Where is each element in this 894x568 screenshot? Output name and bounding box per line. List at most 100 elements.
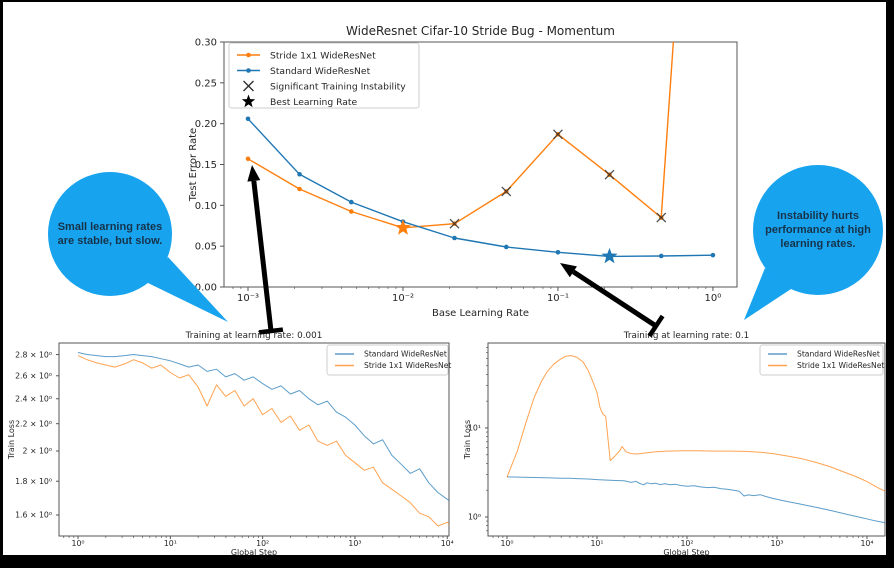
top-ytick-label: 0.00: [195, 283, 217, 294]
legend-label: Standard WideResNet: [797, 350, 880, 359]
bl-xtick-label: 10¹: [164, 539, 177, 548]
callout-right-line-2: performance at high: [765, 223, 871, 236]
top-series: [245, 42, 716, 264]
bl-line-stride: [77, 355, 449, 527]
data-point-dot: [452, 235, 457, 241]
best-lr-star: [394, 219, 412, 235]
callout-right-line-3: learning rates.: [780, 238, 856, 251]
br-ylabel: Train Loss: [463, 420, 472, 460]
top-title: WideResnet Cifar-10 Stride Bug - Momentu…: [346, 24, 615, 38]
legend-label: Stride 1x1 WideResNet: [364, 361, 451, 370]
bl-chart: 10⁰ 10¹ 10² 10³ 10⁴ 2.8 × 10⁰ 2.6 × 10⁰ 2.4 × 1…: [7, 331, 454, 557]
top-chart: 10⁻³ 10⁻² 10⁻¹ 10⁰ 0.00 0.05 0.10 0.15 0.20 0.25 0…: [188, 24, 738, 319]
bl-ytick-label: 2.4 × 10⁰: [15, 394, 52, 403]
data-point-dot: [503, 244, 509, 250]
data-point-dot: [297, 186, 302, 192]
top-ytick-label: 0.20: [195, 119, 217, 130]
bl-legend-box: [326, 344, 449, 376]
bl-ytick-label: 2 × 10⁰: [23, 447, 53, 456]
annotation-arrow-2: [560, 263, 665, 338]
bl-ytick-label: 2.8 × 10⁰: [15, 350, 52, 359]
top-xtick-label: 10⁰: [705, 293, 722, 304]
top-ticks: 10⁻³ 10⁻² 10⁻¹ 10⁰ 0.00 0.05 0.10 0.15 0.20 0.25 0…: [195, 38, 722, 305]
legend-label: Stride 1x1 WideResNet: [797, 361, 884, 370]
top-line-stride: [247, 42, 675, 229]
bl-xtick-label: 10²: [256, 539, 269, 548]
bl-xtick-label: 10³: [348, 539, 361, 548]
top-legend-box: [228, 42, 420, 109]
data-point-dot: [348, 199, 354, 205]
instability-x-marker: [552, 129, 563, 140]
top-xtick-label: 10⁻²: [392, 293, 414, 304]
br-xlabel: Global Step: [663, 548, 709, 557]
top-ylabel: Test Error Rate: [188, 128, 199, 202]
data-point-dot: [710, 252, 716, 258]
legend-label: Standard WideResNet: [364, 350, 447, 359]
legend-dot-sample: [246, 68, 251, 73]
top-legend: Stride 1x1 WideResNet Standard WideResNet…: [228, 42, 420, 109]
bl-ytick-label: 2.2 × 10⁰: [15, 419, 52, 428]
top-line-standard: [247, 118, 713, 258]
top-ytick-label: 0.15: [195, 160, 217, 171]
best-lr-star: [601, 247, 618, 264]
callout-left-line-1: Small learning rates: [57, 220, 163, 233]
top-xtick-label: 10⁻³: [237, 293, 259, 304]
callout-left-line-2: are stable, but slow.: [57, 235, 163, 247]
br-ytick-label: 10⁰: [468, 513, 481, 522]
br-xtick-label: 10⁰: [500, 539, 513, 548]
legend-label: Stride 1x1 WideResNet: [270, 50, 376, 61]
bl-xtick-label: 10⁴: [441, 539, 454, 548]
arrow-head: [560, 263, 577, 278]
bl-ticks: 10⁰ 10¹ 10² 10³ 10⁴ 2.8 × 10⁰ 2.6 × 10⁰ 2.4 × 1…: [15, 350, 454, 548]
bl-ylabel: Train Loss: [7, 420, 16, 460]
legend-x-sample: [243, 80, 254, 92]
top-ytick-label: 0.25: [195, 78, 217, 89]
instability-x-marker: [656, 212, 667, 223]
bl-ytick-label: 1.6 × 10⁰: [15, 511, 52, 520]
callout-left-tail: [148, 257, 228, 322]
br-line-standard: [506, 476, 885, 524]
instability-x-marker: [449, 218, 460, 229]
top-ytick-label: 0.05: [195, 242, 217, 253]
bl-legend: Standard WideResNet Stride 1x1 WideResNet: [326, 344, 451, 376]
bl-ytick-label: 2.6 × 10⁰: [15, 372, 52, 381]
top-ytick-label: 0.30: [195, 38, 217, 49]
top-xtick-label: 10⁻¹: [547, 293, 569, 304]
legend-dot-sample: [246, 52, 251, 58]
instability-x-marker: [604, 169, 615, 180]
data-point-dot: [297, 172, 302, 177]
br-xtick-label: 10³: [770, 539, 783, 548]
br-series: [506, 355, 885, 524]
data-point-dot: [245, 156, 251, 162]
data-point-dot: [555, 249, 561, 255]
arrow-tail-cap: [647, 314, 665, 338]
br-plot-border: [487, 342, 886, 537]
callout-instability-hurts: Instability hurts performance at high le…: [753, 165, 883, 295]
legend-star-sample: [241, 94, 256, 108]
arrow-tail-cap: [258, 327, 284, 335]
br-xtick-label: 10¹: [590, 539, 603, 548]
legend-label: Standard WideResNet: [270, 66, 371, 77]
bl-xlabel: Global Step: [231, 548, 277, 557]
data-point-dot: [245, 116, 251, 122]
data-point-dot: [658, 253, 664, 259]
br-ytick-label: 10¹: [468, 424, 481, 433]
callout-small-learning-rates: Small learning rates are stable, but slo…: [48, 172, 172, 296]
callout-right-line-1: Instability hurts: [777, 209, 859, 222]
callout-right-text: Instability hurts performance at high le…: [765, 209, 871, 252]
data-point-dot: [348, 209, 354, 214]
callout-left-text: Small learning rates are stable, but slo…: [58, 220, 163, 249]
br-legend-box: [759, 344, 884, 376]
bl-line-standard: [77, 352, 449, 501]
arrow-head: [247, 165, 261, 182]
br-title: Training at learning rate: 0.1: [623, 331, 749, 341]
bl-xtick-label: 10⁰: [72, 539, 85, 548]
br-xtick-label: 10⁴: [860, 539, 873, 548]
top-ytick-label: 0.10: [195, 201, 217, 212]
br-legend: Standard WideResNet Stride 1x1 WideResNet: [759, 344, 884, 376]
top-xlabel: Base Learning Rate: [432, 308, 529, 319]
br-chart: 10⁰ 10¹ 10² 10³ 10⁴ 10⁰ 10¹ Training at learnin…: [463, 331, 886, 557]
br-line-stride: [506, 355, 885, 492]
legend-label: Significant Training Instability: [270, 81, 406, 92]
